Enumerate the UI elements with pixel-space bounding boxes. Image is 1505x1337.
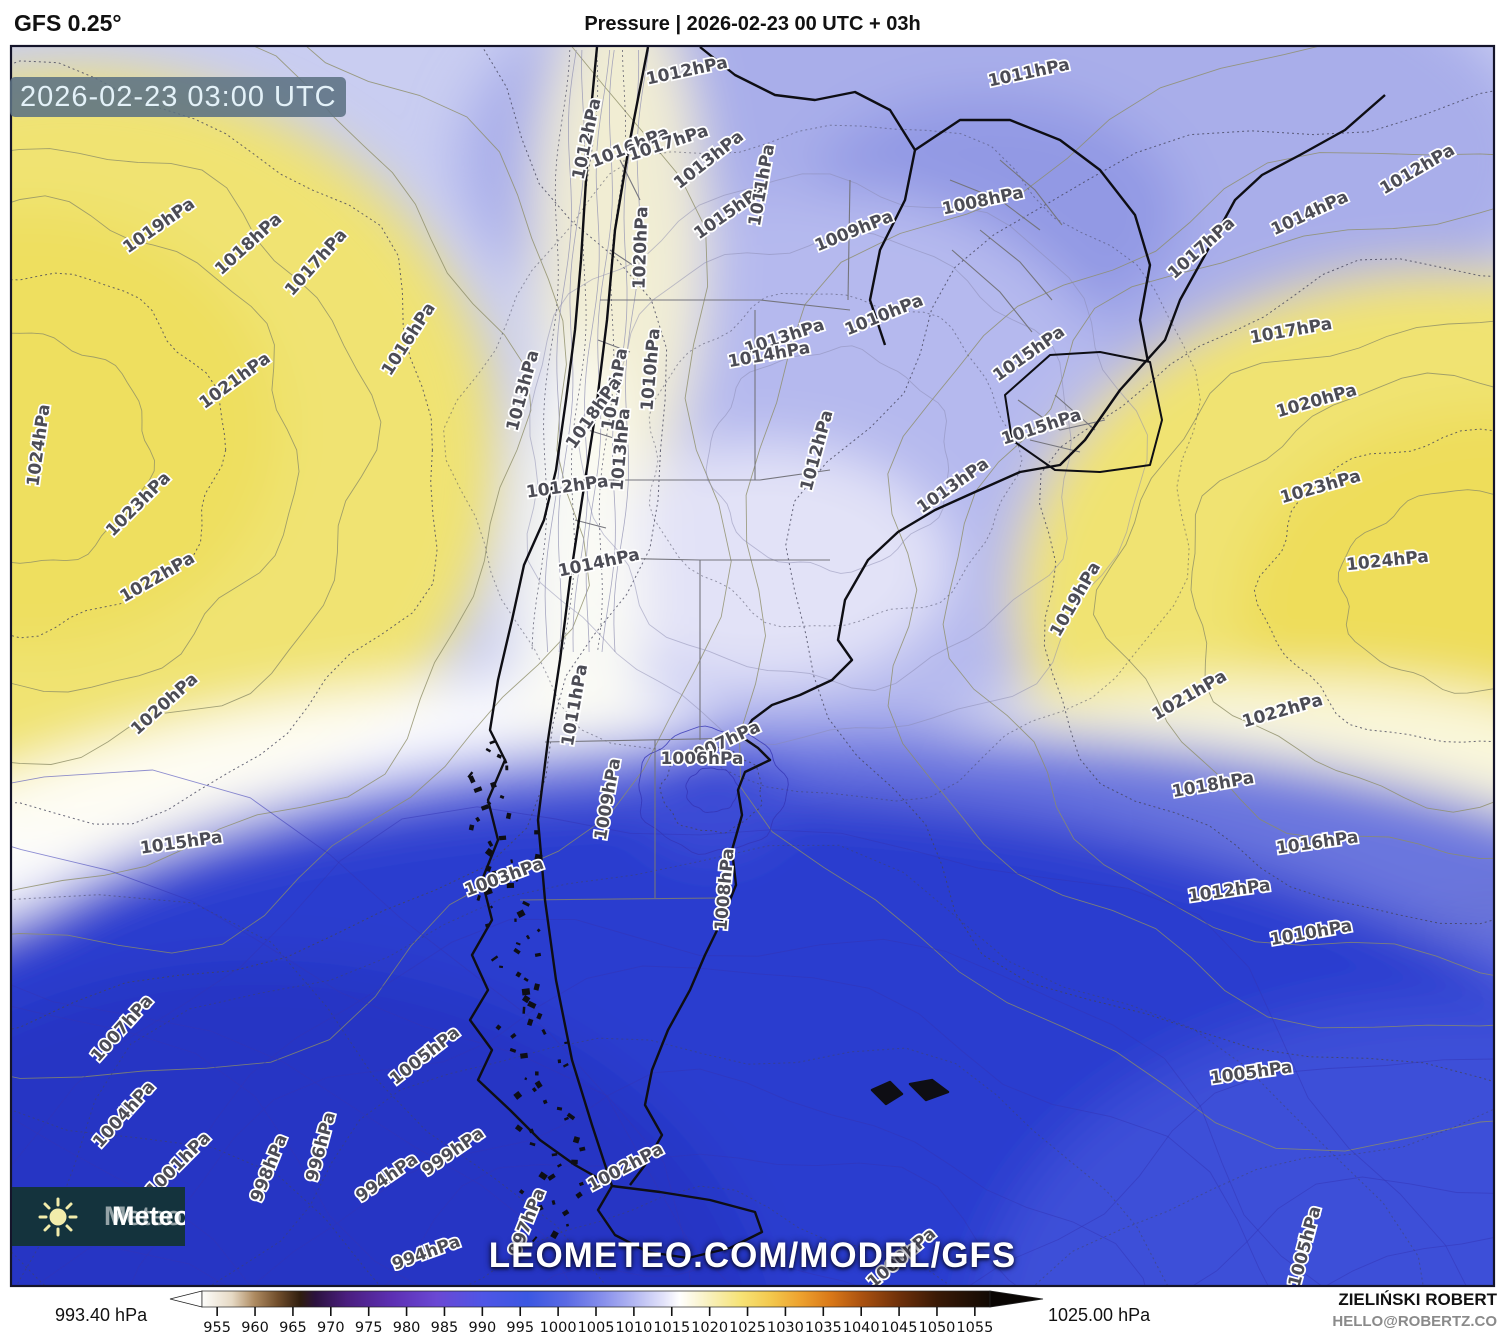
- fjord-islands: [467, 740, 586, 1243]
- legend-tick-label: 970: [317, 1320, 345, 1336]
- legend-min-label: 993.40 hPa: [55, 1305, 148, 1325]
- legend-tick-label: 1025: [729, 1320, 766, 1336]
- colorbar: [201, 1290, 991, 1308]
- legend-tick-label: 1015: [653, 1320, 690, 1336]
- legend-tick-label: 990: [469, 1320, 497, 1336]
- legend-tick-label: 995: [506, 1320, 534, 1336]
- legend-tick-label: 1030: [767, 1320, 804, 1336]
- legend-tick-label: 1020: [691, 1320, 728, 1336]
- credit-email: HELLO@ROBERTZ.CO: [1332, 1313, 1497, 1330]
- legend-tick-label: 955: [203, 1320, 231, 1336]
- legend-tick-label: 985: [431, 1320, 459, 1336]
- brand-text: Meteo: [112, 1201, 185, 1231]
- brand-logo: Meteo Meteo: [12, 1187, 185, 1246]
- page-title: Pressure | 2026-02-23 00 UTC + 03h: [584, 13, 921, 35]
- legend-tick-label: 1045: [881, 1320, 918, 1336]
- coastlines: [468, 46, 1386, 1260]
- sun-icon: [38, 1197, 78, 1237]
- legend-tick-label: 1055: [956, 1320, 993, 1336]
- legend-tick-label: 1010: [615, 1320, 652, 1336]
- credit-name: ZIELIŃSKI ROBERT: [1338, 1290, 1497, 1309]
- colorbar-ticks: 955 960 965 970 975 980 985 990 995 1000 1005 1010 1…: [203, 1307, 993, 1336]
- legend-tick-label: 975: [355, 1320, 383, 1336]
- legend-tick-label: 960: [241, 1320, 269, 1336]
- legend-max-label: 1025.00 hPa: [1048, 1305, 1151, 1325]
- legend-tick-label: 1035: [805, 1320, 842, 1336]
- legend-tick-label: 1000: [540, 1320, 577, 1336]
- pressure-label: 1020hPa: [630, 206, 653, 290]
- country-borders: [519, 159, 1106, 901]
- colorbar-right-arrow: [989, 1290, 1044, 1308]
- legend-tick-label: 1040: [843, 1320, 880, 1336]
- pressure-label: 1006hPa: [661, 749, 744, 769]
- timestamp-badge: 2026-02-23 03:00 UTC: [10, 77, 346, 117]
- legend-tick-label: 1005: [578, 1320, 615, 1336]
- legend-tick-label: 1050: [919, 1320, 956, 1336]
- brand-text-shadow: Meteo: [104, 1201, 183, 1231]
- model-label: GFS 0.25°: [14, 10, 122, 36]
- watermark: LEOMETEO.COM/MODEL/GFS: [488, 1236, 1017, 1275]
- colorbar-left-arrow: [169, 1290, 203, 1308]
- legend-tick-label: 965: [279, 1320, 307, 1336]
- legend-tick-label: 980: [393, 1320, 421, 1336]
- legend-colorbar: 955 960 965 970 975 980 985 990 995 1000 1005 1010 1…: [169, 1290, 1044, 1336]
